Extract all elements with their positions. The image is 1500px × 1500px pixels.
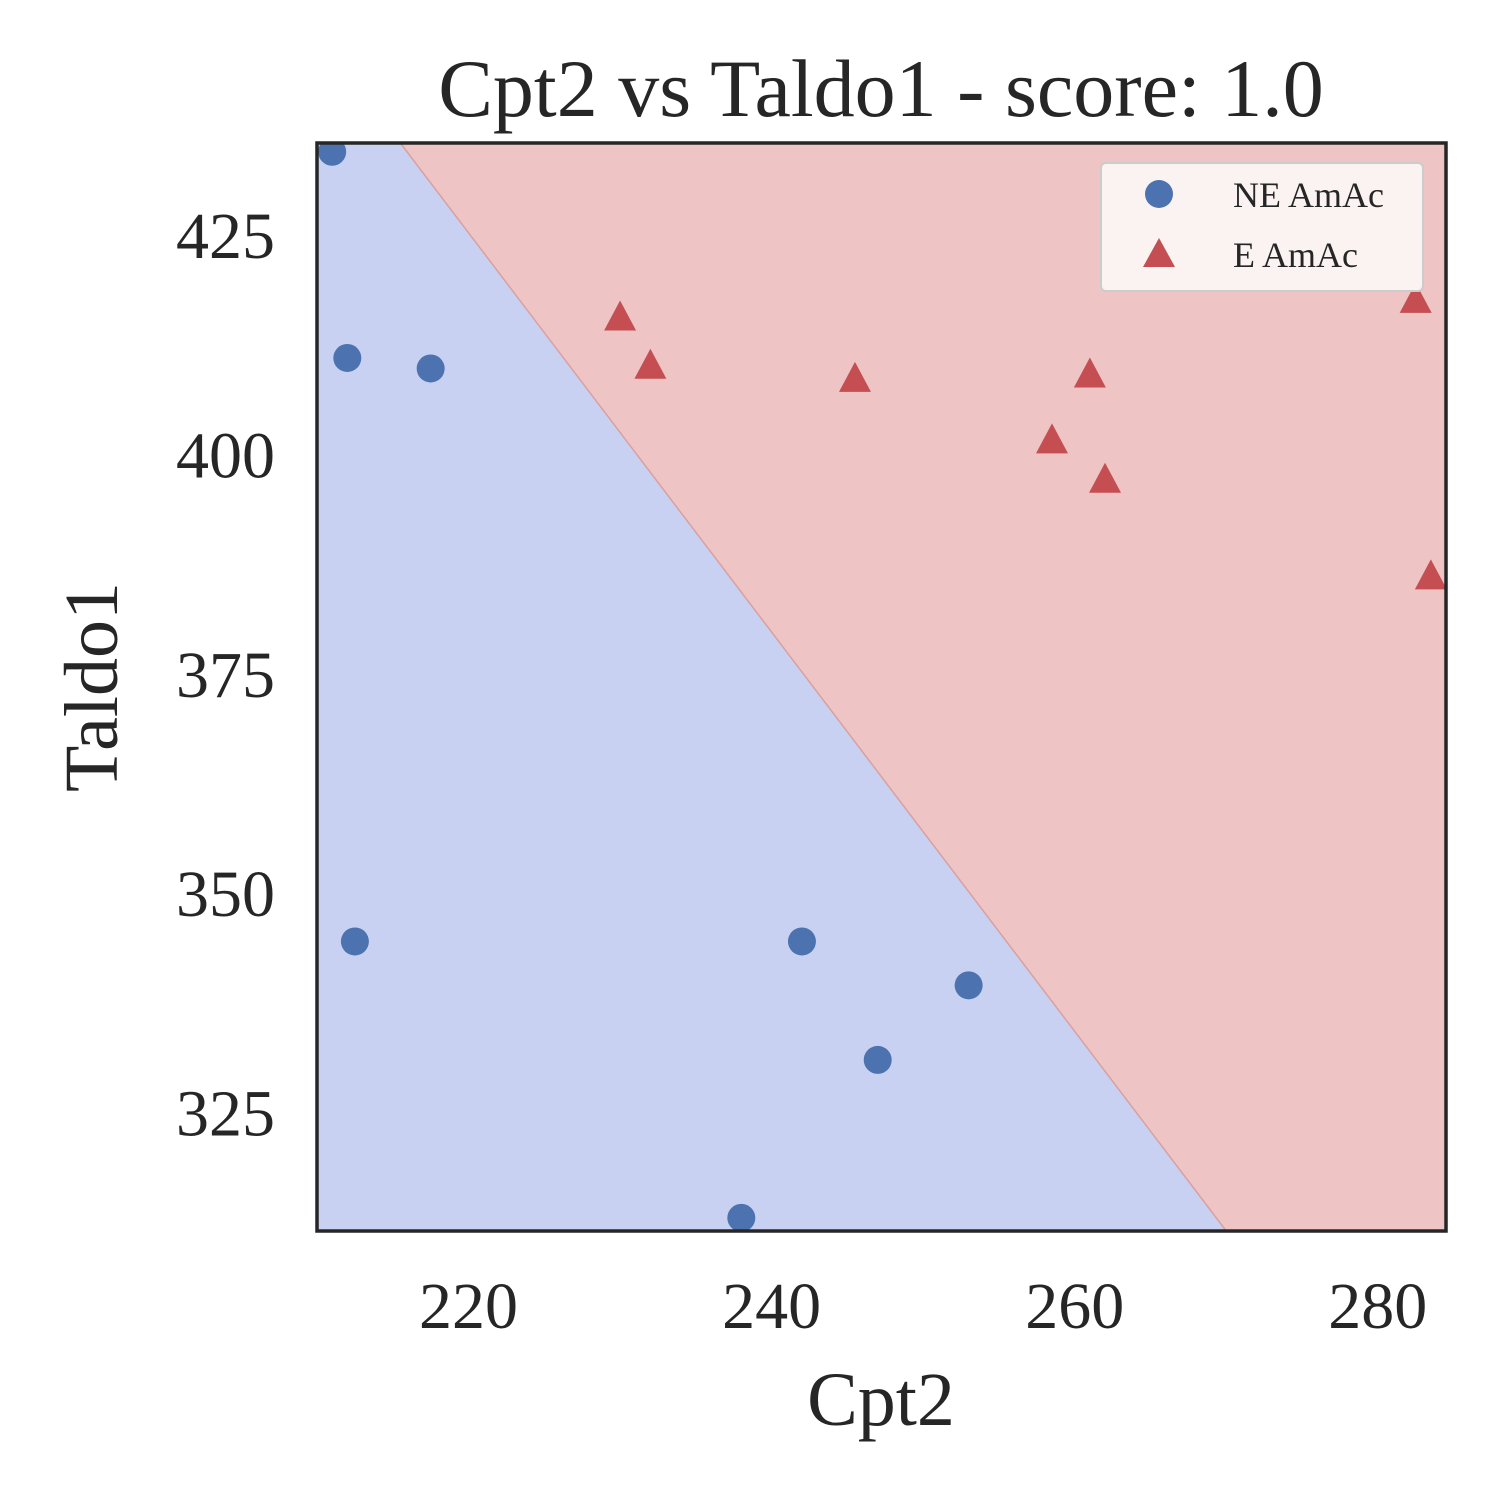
e-amac-point-1 — [634, 348, 667, 379]
e-amac-point-3 — [1035, 423, 1068, 454]
ne-amac-point-6 — [863, 1045, 892, 1074]
y-tick-label-325: 325 — [176, 1078, 275, 1151]
ne-amac-region — [317, 143, 1227, 1231]
ne-amac-point-2 — [416, 354, 445, 383]
x-tick-label-260: 260 — [1025, 1270, 1124, 1343]
x-axis-ticks: 220 240 260 280 — [419, 1270, 1427, 1343]
y-axis-ticks: 325 350 375 400 425 — [176, 200, 275, 1150]
e-amac-point-6 — [1399, 282, 1432, 313]
legend-circle-marker — [1145, 180, 1173, 208]
plot-area — [317, 143, 1446, 1231]
e-amac-region — [400, 143, 1446, 1231]
e-amac-point-0 — [604, 300, 637, 331]
ne-amac-point-4 — [727, 1203, 756, 1231]
y-tick-label-400: 400 — [176, 419, 275, 492]
ne-amac-point-1 — [333, 343, 362, 372]
legend-label-e: E AmAc — [1233, 235, 1358, 275]
y-tick-label-375: 375 — [176, 639, 275, 712]
plot-frame — [315, 141, 1448, 1233]
y-axis-label: Taldo1 — [50, 582, 134, 792]
x-tick-label-220: 220 — [419, 1270, 518, 1343]
e-amac-point-2 — [838, 361, 871, 392]
e-amac-point-7 — [1414, 559, 1446, 590]
y-tick-label-425: 425 — [176, 200, 275, 273]
x-tick-label-280: 280 — [1328, 1270, 1427, 1343]
legend: NE AmAc E AmAc — [1100, 162, 1424, 292]
ne-amac-point-7 — [954, 971, 983, 1000]
legend-triangle-marker — [1143, 238, 1175, 267]
ne-amac-point-5 — [787, 927, 816, 956]
data-points — [318, 143, 1446, 1231]
legend-box — [1100, 162, 1424, 292]
e-amac-point-5 — [1089, 462, 1122, 493]
ne-amac-point-0 — [318, 143, 347, 166]
y-tick-label-350: 350 — [176, 858, 275, 931]
x-axis-label: Cpt2 — [807, 1358, 955, 1442]
x-tick-label-240: 240 — [722, 1270, 821, 1343]
ne-amac-point-3 — [340, 927, 369, 956]
decision-boundary — [399, 143, 1227, 1231]
chart-title: Cpt2 vs Taldo1 - score: 1.0 — [438, 43, 1324, 134]
e-amac-point-4 — [1073, 357, 1106, 388]
legend-label-ne: NE AmAc — [1233, 175, 1384, 215]
